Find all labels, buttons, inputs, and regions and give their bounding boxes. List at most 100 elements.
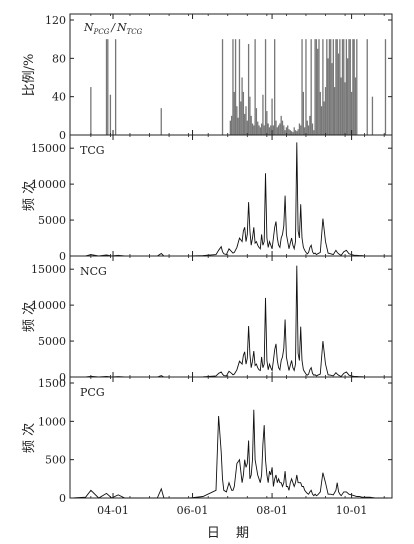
ratio-bar — [340, 77, 342, 135]
y-tick-label: 0 — [59, 250, 66, 263]
tag-sub-2: TCG — [127, 28, 143, 36]
ratio-bar — [347, 58, 349, 136]
ratio-bar — [322, 39, 324, 135]
tcg-y-label: 频 次 — [21, 181, 37, 211]
ratio-bar — [356, 39, 358, 135]
pcg-x-ticks — [90, 377, 385, 498]
y-tick-label: 15000 — [31, 263, 66, 276]
ratio-bar — [268, 127, 271, 135]
ratio-bar — [114, 39, 117, 135]
ratio-bar — [229, 120, 231, 135]
ratio-bar — [309, 115, 311, 135]
ratio-bar — [294, 130, 297, 135]
tcg-series-line — [72, 142, 390, 257]
panel-tcg: 0 5000 10000 15000 TCG 频 次 — [21, 134, 393, 263]
pcg-y-label: 频 次 — [21, 423, 37, 453]
ratio-bar — [353, 39, 355, 135]
tag-sub-1: PCG — [93, 28, 110, 36]
ratio-bar — [287, 125, 289, 135]
ratio-panel-tag: NPCG / NTCG — [83, 21, 143, 36]
ratio-bar — [313, 130, 315, 135]
ratio-bar — [324, 87, 327, 135]
ratio-bar — [336, 39, 338, 135]
panel-ncg: 0 5000 10000 15000 NCG 频 次 — [21, 255, 393, 384]
ratio-bar — [319, 91, 321, 135]
ratio-bar — [231, 115, 233, 135]
ratio-bar — [320, 106, 323, 135]
ratio-bar — [304, 127, 306, 135]
ncg-x-ticks — [90, 256, 385, 377]
ratio-bar — [327, 58, 329, 136]
ratio-bar — [315, 39, 318, 135]
ratio-bar — [283, 125, 285, 135]
ratio-bar — [274, 39, 276, 135]
ratio-bar — [251, 123, 254, 135]
ratio-bar — [371, 96, 374, 135]
ratio-bar — [318, 39, 320, 135]
ncg-series-line — [72, 265, 390, 378]
ratio-bar — [292, 132, 294, 135]
ratio-bar — [277, 125, 280, 135]
ratio-bar — [267, 123, 269, 135]
ratio-bar — [232, 39, 234, 135]
ratio-bar — [300, 125, 302, 135]
ncg-panel-tag: NCG — [80, 265, 107, 278]
y-tick-label: 1500 — [38, 377, 66, 390]
y-tick-label: 5000 — [38, 335, 66, 348]
ratio-bar — [298, 123, 301, 135]
y-tick-label: 10000 — [31, 178, 66, 191]
ratio-bar — [271, 98, 273, 135]
y-tick-label: 0 — [59, 492, 66, 505]
ratio-bar — [260, 123, 263, 135]
ratio-bar — [310, 39, 312, 135]
ncg-y-label: 频 次 — [21, 302, 37, 332]
x-tick-label: 04-01 — [97, 504, 129, 517]
x-tick-label: 06-01 — [177, 504, 209, 517]
ratio-bar — [105, 39, 108, 135]
ratio-bar — [289, 130, 291, 135]
ratio-bar — [301, 39, 303, 135]
ncg-y-ticks: 0 5000 10000 15000 — [31, 263, 392, 384]
ratio-bar — [384, 39, 387, 135]
ratio-bar — [285, 127, 288, 135]
ratio-bar — [253, 125, 255, 135]
ratio-bar — [344, 82, 346, 135]
ratio-bars — [90, 39, 387, 136]
ratio-bar — [281, 120, 284, 135]
ratio-bar — [354, 77, 357, 135]
ratio-bar — [284, 130, 286, 135]
ratio-bar — [160, 108, 162, 135]
ratio-bar — [345, 39, 348, 135]
y-tick-label: 5000 — [38, 214, 66, 227]
ratio-bar — [341, 39, 344, 135]
ratio-bar — [296, 131, 298, 135]
ratio-bar — [348, 39, 350, 135]
panel-tcg-frame — [69, 134, 393, 257]
y-tick-label: 0 — [59, 371, 66, 384]
tag-n-2: N — [116, 21, 127, 34]
ratio-bar — [250, 115, 252, 135]
ratio-bar — [241, 77, 243, 135]
ratio-bar — [259, 127, 261, 135]
y-tick-label: 80 — [52, 52, 66, 65]
ratio-bar — [255, 108, 258, 135]
ratio-bar — [297, 129, 299, 135]
ratio-bar — [272, 125, 275, 135]
y-tick-label: 1000 — [38, 415, 66, 428]
pcg-panel-tag: PCG — [80, 386, 105, 399]
tcg-y-ticks: 0 5000 10000 15000 — [31, 142, 392, 263]
ratio-bar — [249, 96, 251, 135]
ratio-bar — [270, 125, 272, 135]
y-tick-label: 120 — [45, 14, 66, 27]
ratio-bar — [263, 125, 265, 135]
ratio-bar — [314, 39, 316, 135]
x-tick-label: 10-01 — [336, 504, 368, 517]
ratio-bar — [349, 39, 351, 135]
ratio-bar — [279, 123, 281, 135]
ratio-bar — [307, 125, 310, 135]
ratio-bar — [257, 121, 259, 135]
x-tick-labels: 04-01 06-01 08-01 10-01 — [97, 504, 367, 517]
y-tick-label: 500 — [45, 454, 66, 467]
